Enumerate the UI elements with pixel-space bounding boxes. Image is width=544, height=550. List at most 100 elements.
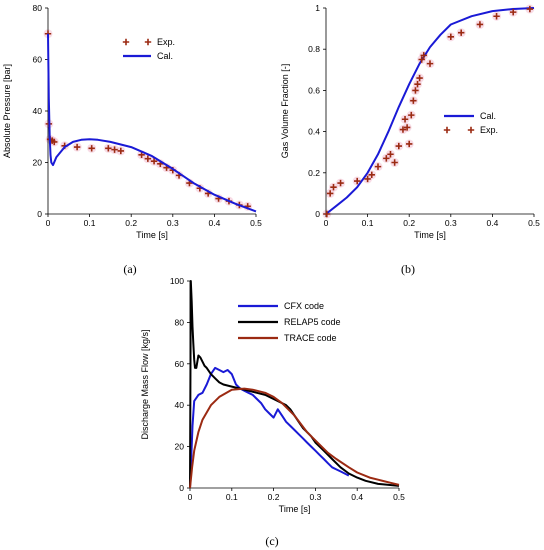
y-tick-label: 0.8 [308, 44, 320, 54]
x-tick-label: 0.2 [403, 218, 415, 228]
chart-panel-a: (a) 0 0.1 0.2 0.3 0.4 0.5 0 20 40 60 80 Time [s] Abs… [2, 3, 262, 276]
y-tick-label: 0 [179, 483, 184, 493]
data-point-marker [354, 177, 361, 185]
y-tick-label: 0.6 [308, 85, 320, 95]
series-cal [325, 7, 535, 215]
legend: Exp. Cal. [122, 37, 175, 61]
data-point-marker [410, 97, 417, 104]
data-point-marker [510, 8, 517, 16]
data-point-marker [399, 126, 407, 133]
series-cal [47, 33, 257, 213]
chart-panel-b: (b) 0 0.1 0.2 0.3 0.4 0.5 0 0.2 0.4 0.6 0.8 1 Time [… [280, 3, 540, 276]
x-tick-label: 0.1 [226, 492, 238, 502]
y-axis-label: Gas Volume Fraction [-] [280, 64, 290, 159]
x-tick-label: 0 [46, 218, 51, 228]
data-point-marker [73, 143, 81, 151]
x-tick-label: 0.4 [486, 218, 498, 228]
y-tick-label: 20 [33, 158, 43, 168]
x-axis-label: Time [s] [279, 504, 311, 514]
data-point-marker [105, 145, 112, 152]
data-point-marker [387, 151, 394, 158]
data-point-marker [403, 124, 411, 131]
x-tick-label: 0.4 [208, 218, 220, 228]
x-tick-label: 0.5 [528, 218, 540, 228]
data-point-marker [330, 184, 337, 191]
data-point-marker [426, 60, 434, 67]
data-point-marker [323, 210, 331, 218]
x-tick-label: 0.1 [362, 218, 374, 228]
x-axis-label: Time [s] [136, 230, 168, 240]
series-cfx-code [189, 366, 350, 489]
data-point-marker [458, 29, 465, 36]
data-point-marker [51, 138, 58, 146]
series-relap5-code [189, 280, 400, 489]
legend-label: Exp. [480, 125, 498, 135]
y-tick-label: 0 [315, 209, 320, 219]
series-exp [44, 30, 251, 210]
series-trace-code [189, 387, 400, 489]
data-point-marker [337, 179, 344, 187]
data-point-marker [383, 155, 390, 162]
data-point-marker [408, 111, 415, 119]
y-tick-label: 20 [175, 442, 185, 452]
legend-label: Exp. [157, 37, 175, 47]
highlight-shading [322, 4, 535, 219]
y-tick-label: 60 [33, 55, 43, 65]
legend-label: CFX code [284, 301, 324, 311]
legend-label: TRACE code [284, 333, 337, 343]
x-tick-label: 0.1 [84, 218, 96, 228]
data-point-marker [395, 142, 402, 150]
legend-swatch-marker [122, 38, 130, 46]
legend: Cal. Exp. [443, 111, 498, 135]
data-point-marker [111, 146, 118, 153]
data-point-marker [493, 13, 500, 20]
data-point-marker [368, 171, 375, 179]
axes: 0 0.1 0.2 0.3 0.4 0.5 0 0.2 0.4 0.6 0.8 1 Time [s] Ga… [280, 3, 540, 240]
y-axis-label: Absolute Pressure [bar] [2, 64, 12, 158]
panel-label-c: (c) [265, 534, 278, 548]
data-point-marker [326, 190, 334, 197]
legend-label: Cal. [480, 111, 496, 121]
x-tick-label: 0.2 [125, 218, 137, 228]
legend-swatch-marker [443, 126, 451, 134]
data-point-marker [117, 147, 124, 155]
data-point-marker [401, 116, 409, 123]
x-tick-label: 0.3 [167, 218, 179, 228]
data-point-marker [418, 56, 425, 63]
y-axis-label: Discharge Mass Flow [kg/s] [140, 329, 150, 439]
data-point-marker [144, 155, 152, 162]
data-point-marker [150, 158, 158, 165]
legend-label: RELAP5 code [284, 317, 341, 327]
data-point-marker [420, 52, 427, 59]
y-tick-label: 1 [315, 3, 320, 13]
series-exp [323, 5, 534, 218]
y-tick-label: 0 [37, 209, 42, 219]
data-point-marker [391, 159, 398, 166]
x-tick-label: 0 [324, 218, 329, 228]
axes: 0 0.1 0.2 0.3 0.4 0.5 0 20 40 60 80 100 Time [s] Disc… [140, 276, 405, 514]
x-tick-label: 0.5 [393, 492, 405, 502]
y-tick-label: 80 [175, 317, 185, 327]
data-point-marker [526, 5, 534, 13]
y-tick-label: 0.4 [308, 127, 320, 137]
legend: CFX code RELAP5 code TRACE code [238, 301, 341, 343]
data-point-marker [412, 87, 419, 94]
data-point-marker [447, 33, 454, 41]
data-point-marker [406, 140, 413, 148]
y-tick-label: 100 [170, 276, 184, 286]
legend-swatch-marker [467, 126, 475, 134]
series-line [189, 366, 350, 489]
y-tick-label: 60 [175, 359, 185, 369]
panel-label-b: (b) [401, 262, 415, 276]
y-tick-label: 80 [33, 3, 43, 13]
chart-panel-c: (c) 0 0.1 0.2 0.3 0.4 0.5 0 20 40 60 80 100 Time [s]… [140, 276, 405, 548]
data-point-marker [416, 74, 423, 82]
x-tick-label: 0.4 [351, 492, 363, 502]
x-tick-label: 0.3 [309, 492, 321, 502]
x-tick-label: 0.5 [250, 218, 262, 228]
x-tick-label: 0 [188, 492, 193, 502]
x-axis-label: Time [s] [414, 230, 446, 240]
axes: 0 0.1 0.2 0.3 0.4 0.5 0 20 40 60 80 Time [s] Absolut… [2, 3, 262, 240]
y-tick-label: 0.2 [308, 168, 320, 178]
